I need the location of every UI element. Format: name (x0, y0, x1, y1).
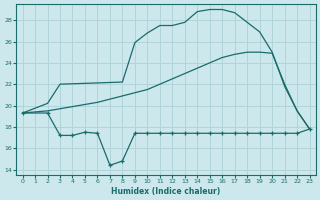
X-axis label: Humidex (Indice chaleur): Humidex (Indice chaleur) (111, 187, 221, 196)
